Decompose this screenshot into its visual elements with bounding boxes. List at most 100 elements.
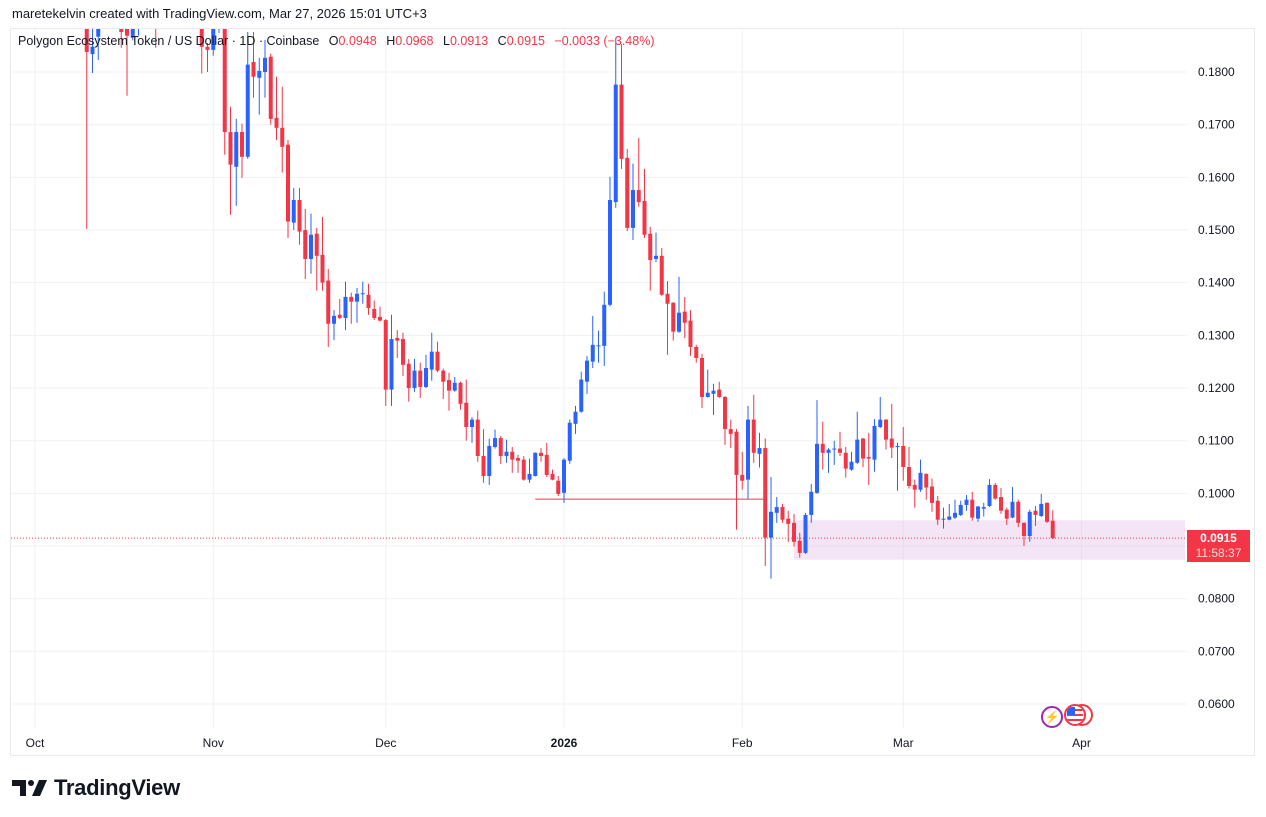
candle-body-up: [343, 296, 348, 318]
price-tick-label: 0.0700: [1198, 644, 1235, 658]
candle-body-down: [619, 84, 624, 159]
tradingview-logo-text: TradingView: [54, 775, 180, 800]
open-label: O: [328, 34, 339, 48]
candle-body-down: [912, 484, 917, 490]
low-value: 0.0913: [449, 34, 489, 48]
open-value: 0.0948: [338, 34, 377, 48]
candle-body-down: [326, 280, 331, 324]
time-axis: Oct Nov Dec 2026 Feb Mar Apr: [26, 736, 1091, 750]
candle-body-up: [487, 445, 492, 476]
candle-body-down: [544, 454, 549, 475]
candle-body-down: [521, 459, 526, 480]
candle-body-down: [1004, 509, 1009, 519]
candle-body-down: [1045, 502, 1049, 522]
candle-body-down: [84, 29, 89, 52]
close-label: C: [497, 34, 507, 48]
candle-body-down: [682, 311, 687, 323]
price-zone-rectangle: [794, 520, 1185, 560]
price-tick-label: 0.0800: [1198, 592, 1235, 606]
price-tick-label: 0.1000: [1198, 486, 1235, 500]
candle-body-up: [872, 425, 877, 460]
candle-body-up: [90, 46, 95, 55]
price-axis: 0.1800 0.1700 0.1600 0.1500 0.1400 0.1300 0.12…: [1198, 65, 1235, 711]
candle-body-up: [291, 199, 296, 223]
candle-body-down: [843, 452, 848, 469]
candle-body-up: [130, 29, 135, 38]
candle-body-down: [797, 540, 802, 553]
candle-body-down: [999, 497, 1003, 511]
candle-body-up: [774, 507, 779, 513]
candle-body-up: [958, 504, 963, 515]
candle-body-up: [769, 511, 773, 538]
price-tick-label: 0.1800: [1198, 65, 1235, 79]
candle-body-down: [274, 117, 279, 128]
candle-body-down: [763, 448, 768, 538]
candle-body-up: [424, 368, 428, 387]
candle-body-up: [613, 84, 618, 203]
candle-body-up: [573, 411, 578, 424]
candle-body-up: [981, 507, 986, 509]
candle-body-down: [251, 61, 256, 77]
time-tick-label: Nov: [203, 736, 224, 750]
candle-body-up: [562, 459, 566, 493]
last-price: 0.0915: [1200, 531, 1237, 545]
candle-body-down: [861, 438, 865, 459]
candle-body-up: [608, 199, 612, 305]
candle-body-up: [590, 344, 595, 362]
candle-body-up: [855, 439, 860, 463]
candle-body-down: [205, 46, 210, 50]
candle-body-down: [303, 230, 308, 259]
candle-body-down: [717, 389, 722, 397]
candle-body-up: [355, 293, 359, 302]
candle-body-down: [792, 522, 796, 542]
time-tick-label: Feb: [732, 736, 753, 750]
candle-body-up: [1039, 503, 1044, 517]
tradingview-logo[interactable]: TradingView: [12, 775, 180, 801]
candle-body-down: [510, 451, 515, 460]
symbol-title[interactable]: Polygon Ecosystem Token / US Dollar · 1D…: [18, 34, 320, 48]
lightning-icon[interactable]: ⚡: [1041, 706, 1063, 728]
tradingview-logo-icon: [12, 780, 47, 796]
candle-body-down: [924, 473, 929, 488]
candle-body-up: [234, 132, 239, 167]
candle-body-up: [412, 370, 417, 389]
candle-body-up: [849, 461, 854, 470]
high-label: H: [386, 34, 396, 48]
us-flag-icon[interactable]: [1064, 704, 1086, 726]
candle-body-down: [366, 294, 371, 308]
candle-body-down: [648, 233, 653, 261]
time-tick-label: Apr: [1072, 736, 1091, 750]
grid-lines: [11, 29, 1187, 728]
price-tick-label: 0.1300: [1198, 328, 1235, 342]
candle-body-down: [734, 431, 739, 475]
candle-body-up: [567, 422, 572, 461]
candle-body-down: [464, 402, 469, 427]
candle-body-up: [360, 293, 365, 295]
candle-body-up: [826, 449, 831, 453]
candle-body-up: [263, 57, 267, 72]
candle-body-down: [723, 396, 727, 430]
candle-body-down: [222, 29, 227, 133]
candle-body-up: [809, 491, 814, 515]
candle-body-down: [435, 351, 440, 371]
candle-body-down: [280, 127, 285, 147]
price-tick-label: 0.1100: [1198, 434, 1234, 448]
candle-body-down: [441, 370, 446, 382]
candle-body-up: [631, 189, 635, 228]
candle-body-down: [297, 199, 302, 232]
candle-body-down: [1033, 510, 1038, 515]
candle-body-up: [602, 304, 607, 346]
candle-body-up: [947, 516, 952, 520]
candle-body-down: [119, 29, 124, 32]
candle-body-up: [245, 64, 250, 157]
close-value: 0.0915: [506, 34, 545, 48]
candle-body-down: [498, 438, 503, 456]
high-value: 0.0968: [395, 34, 434, 48]
candle-body-down: [481, 455, 486, 476]
candle-body-down: [751, 419, 756, 453]
candle-body-down: [383, 320, 388, 390]
candle-body-up: [452, 382, 457, 391]
candle-body-down: [458, 382, 463, 404]
price-tick-label: 0.1500: [1198, 223, 1235, 237]
